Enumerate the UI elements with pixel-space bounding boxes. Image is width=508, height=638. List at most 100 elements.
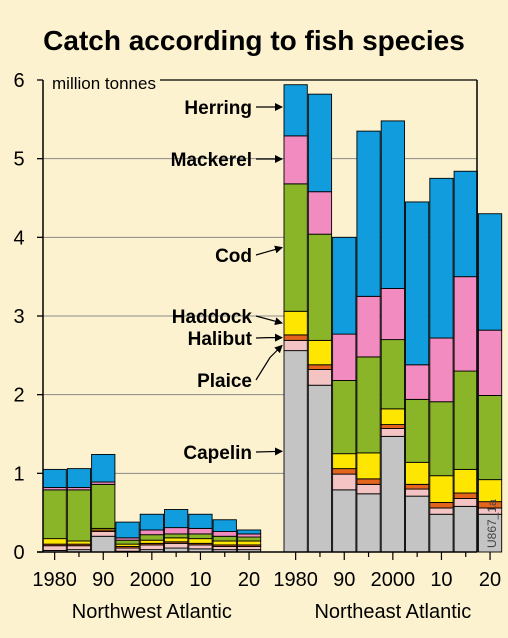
series-label: Plaice [197,371,252,392]
x-tick-label: 1980 [273,569,318,591]
bar-segment [405,483,430,490]
bar-segment [356,356,381,454]
series-label-arrow [255,315,283,326]
bar-segment [139,529,164,536]
bar-segment [477,395,503,481]
bar-segment [283,339,308,352]
bar-segment [307,339,333,366]
x-axis: 1980 90 2000 10 20 Northwest Atlantic 1980 90 20… [32,552,501,623]
x-tick-label: 1980 [32,569,77,591]
bar-segment [405,398,430,463]
bar-segment [42,489,67,540]
bar-segment [380,339,405,410]
x-tick-label: 90 [92,569,114,591]
bar-segment [188,533,213,540]
y-tick-label: 1 [13,463,24,485]
bar-segment [356,493,381,553]
bar-segment [115,539,140,545]
axes [37,80,478,553]
group-label: Northeast Atlantic [314,601,471,623]
bar-segment [429,177,454,339]
bar-segment [332,453,357,470]
x-tick-label: 10 [430,569,452,591]
y-tick-label: 2 [13,385,24,407]
bar-segment [236,536,262,542]
bar-segment [42,545,67,551]
bar-segment [188,544,213,550]
bar-segment [164,542,189,549]
bar-segment [307,191,333,235]
bar-segment [212,540,237,546]
bar-segment [380,424,405,429]
y-tick-label: 5 [13,149,24,171]
bar-segment [307,369,333,386]
bar-segment [307,364,333,370]
series-label: Mackerel [171,150,252,171]
bars [42,84,503,553]
bar-segment [453,468,478,494]
bar-segment [380,288,405,341]
x-tick-label: 20 [479,569,501,591]
bar-segment [332,333,357,381]
series-label: Cod [215,246,252,267]
series-label-arrow [255,344,283,381]
y-axis: 0 1 2 3 4 5 6 [13,70,43,564]
bar-segment [188,538,213,544]
y-tick-label: 4 [13,227,24,249]
bar-segment [307,93,333,193]
bar-segment [405,364,430,400]
series-label-arrow [255,245,283,256]
bar-segment [212,531,237,537]
bar-segment [405,201,430,366]
chart-title: Catch according to fish species [43,25,465,56]
bar-segment [66,540,92,545]
bar-segment [283,310,308,336]
bar-segment [356,478,381,485]
bar-segment [66,468,92,488]
bar-segment [405,461,430,485]
bar-segment [453,170,478,278]
bar-segment [212,535,237,542]
series-label-arrow [255,447,283,456]
bar-segment [42,468,67,488]
bar-segment [356,295,381,358]
bar-segment [453,276,478,372]
series-label: Haddock [172,307,253,328]
bar-segment [115,521,140,539]
bar-segment [429,513,454,553]
bar-segment [164,537,189,543]
bar-segment [429,401,454,477]
series-label: Herring [184,98,252,119]
bar-segment [212,519,237,532]
bar-segment [477,213,503,331]
bar-segment [139,513,164,531]
bar-segment [283,183,308,312]
bar-segment [283,84,308,137]
bar-segment [66,545,92,551]
bar-segment [212,546,237,551]
bar-segment [405,495,430,553]
bar-segment [164,509,189,529]
bar-segment [453,505,478,553]
bar-segment [307,233,333,341]
bar-segment [332,236,357,335]
bar-segment [236,533,262,538]
bar-segment [380,428,405,437]
bar-segment [283,350,308,553]
bar-segment [332,468,357,475]
bar-segment [236,529,262,535]
bar-segment [453,492,478,499]
group-label: Northwest Atlantic [72,601,232,623]
y-tick-label: 0 [13,542,24,564]
bar-segment [188,513,213,529]
bar-segment [453,498,478,507]
bar-segment [332,380,357,455]
bar-segment [307,384,333,553]
bar-segment [332,489,357,553]
bar-segment [477,479,503,503]
x-tick-label: 2000 [130,569,175,591]
x-tick-label: 10 [189,569,211,591]
bar-segment [283,135,308,185]
image-code: U867_1a [485,499,499,548]
